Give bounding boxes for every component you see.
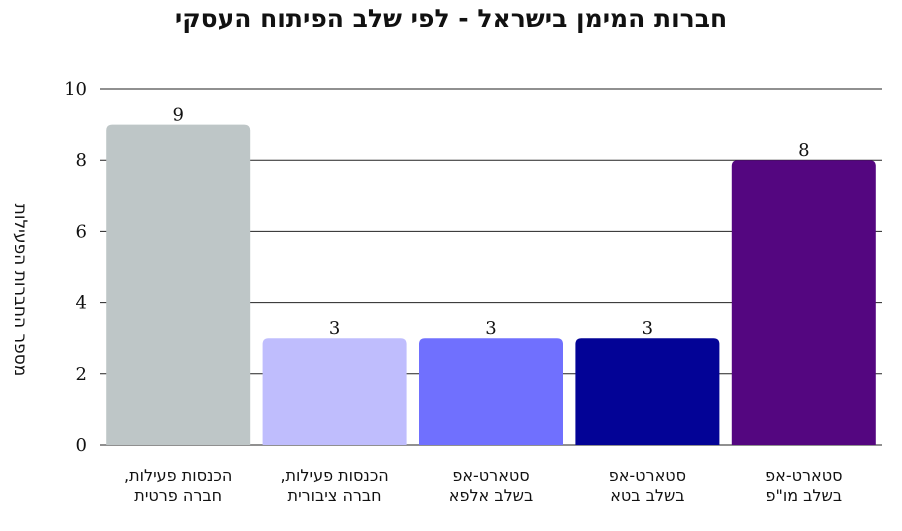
bar — [419, 338, 563, 445]
y-tick-label: 10 — [64, 79, 87, 100]
data-labels: 9 3 3 3 8 — [172, 105, 809, 340]
x-category-label-line: בשלב אלפא — [448, 486, 534, 505]
x-category-label-line: חברה פרטית — [134, 486, 223, 505]
x-category-label-line: בשלב מו"פ — [765, 486, 843, 505]
x-category-label: סטארט-אפ בשלב מו"פ — [729, 466, 879, 506]
x-category-label: סטארט-אפ בשלב בטא — [572, 466, 722, 506]
x-category-label: סטארט-אפ בשלב אלפא — [416, 466, 566, 506]
x-category-label-line: הכנסות פעילות, — [124, 466, 233, 485]
x-category-label: הכנסות פעילות, חברה פרטית — [103, 466, 253, 506]
y-tick-labels: 0 2 4 6 8 10 — [64, 79, 87, 456]
data-label: 3 — [485, 318, 496, 339]
y-tick-label: 6 — [76, 221, 87, 242]
bar — [575, 338, 720, 445]
x-category-label: הכנסות פעילות, חברה ציבורית — [260, 466, 410, 506]
bar — [731, 160, 876, 445]
y-tick-label: 4 — [76, 293, 87, 314]
data-label: 9 — [172, 105, 183, 126]
x-category-label-line: הכנסות פעילות, — [280, 466, 389, 485]
data-label: 3 — [329, 318, 340, 339]
data-label: 3 — [642, 318, 653, 339]
x-category-label-line: סטארט-אפ — [452, 466, 530, 485]
bar — [106, 124, 251, 445]
x-category-label-line: סטארט-אפ — [765, 466, 843, 485]
bars — [106, 124, 876, 445]
y-tick-label: 0 — [76, 435, 87, 456]
y-tick-label: 2 — [76, 364, 87, 385]
chart-title: חברות המימן בישראל - לפי שלב הפיתוח העסק… — [174, 4, 728, 33]
x-category-label-line: חברה ציבורית — [287, 486, 382, 505]
x-category-label-line: סטארט-אפ — [608, 466, 687, 485]
y-tick-label: 8 — [76, 150, 87, 171]
bar — [262, 338, 407, 445]
data-label: 8 — [798, 140, 809, 161]
x-category-label-line: בשלב בטא — [610, 486, 685, 505]
